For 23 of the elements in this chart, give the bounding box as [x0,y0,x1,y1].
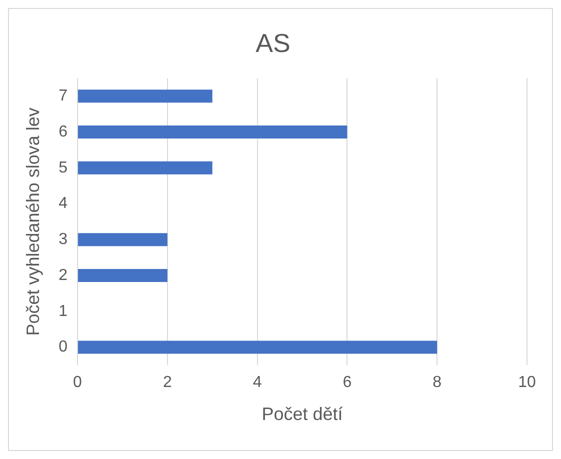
y-tick-label: 7 [58,88,68,105]
chart-title: AS [256,28,290,58]
y-tick-label: 3 [58,231,68,248]
bar [78,90,212,103]
bar [78,340,438,354]
x-tick-label: 8 [432,374,442,392]
x-tick-label: 4 [252,374,262,392]
y-tick-label: 2 [58,266,68,284]
bar [78,269,168,282]
bar [78,126,348,138]
y-tick-label: 6 [58,123,68,140]
bar [78,161,212,174]
bar [78,233,168,246]
y-tick-label: 4 [58,195,68,212]
y-axis-title: Počet vyhledaného slova lev [22,108,43,336]
y-tick-label: 1 [58,302,68,320]
y-tick-label: 0 [58,338,68,356]
x-tick-label: 0 [73,374,82,392]
x-tick-label: 2 [162,374,172,392]
x-tick-label: 6 [342,374,352,392]
x-tick-label: 10 [518,374,536,392]
x-axis-title: Počet dětí [262,404,343,424]
y-tick-label: 5 [58,159,68,176]
